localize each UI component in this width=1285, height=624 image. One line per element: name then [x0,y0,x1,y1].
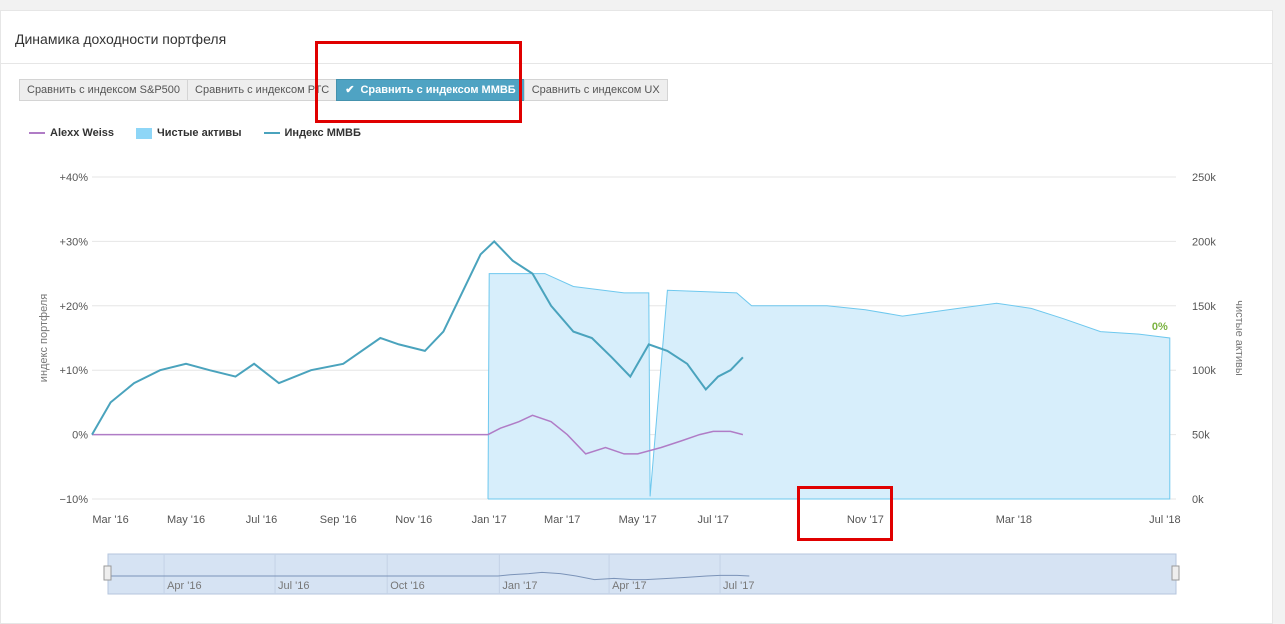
y-left-tick-label: +40% [60,172,89,184]
y-right-tick-label: 50k [1192,430,1210,442]
annotation-box-compare [315,41,522,123]
legend-item-net-assets[interactable]: Чистые активы [136,127,242,139]
chart-legend: Alexx Weiss Чистые активы Индекс ММВБ [29,127,383,139]
annotation-box-jul17 [797,486,893,541]
legend-area-icon [136,127,153,139]
navigator-tick-label: Jul '16 [278,580,309,592]
navigator-left-handle [103,565,112,581]
compare-button-group: Сравнить с индексом S&P500 Сравнить с ин… [19,79,668,101]
panel-divider [1,63,1272,64]
compare-sp500-button[interactable]: Сравнить с индексом S&P500 [19,79,189,101]
y-left-tick-label: +20% [60,301,89,313]
x-tick-label: Mar '16 [92,514,128,526]
navigator-tick-label: Apr '16 [167,580,202,592]
y-right-axis-title: чистые активы [1233,300,1245,376]
y-left-tick-label: +10% [60,365,89,377]
x-tick-label: Mar '18 [996,514,1032,526]
x-tick-label: Nov '16 [395,514,432,526]
compare-mmvb-label: Сравнить с индексом ММВБ [360,84,516,96]
y-right-tick-label: 100k [1192,365,1216,377]
x-tick-label: Nov '17 [847,514,884,526]
navigator-tick-label: Apr '17 [612,580,647,592]
x-tick-label: Mar '17 [544,514,580,526]
legend-line-icon [29,132,45,134]
compare-mmvb-button[interactable]: ✔ Сравнить с индексом ММВБ [336,79,525,101]
y-right-tick-label: 250k [1192,172,1216,184]
panel-title: Динамика доходности портфеля [15,31,227,47]
x-tick-label: Sep '16 [320,514,357,526]
y-left-axis-title: индекс портфеля [38,294,50,382]
legend-label-index: Индекс ММВБ [284,127,361,139]
y-left-tick-label: −10% [60,494,89,506]
y-right-tick-label: 0k [1192,494,1204,506]
x-tick-label: Jul '18 [1149,514,1180,526]
series-net-assets-area [487,273,1171,500]
y-left-tick-label: 0% [72,430,88,442]
navigator-tick-label: Jan '17 [502,580,537,592]
y-left-tick-label: +30% [60,236,89,248]
navigator-right-handle [1171,565,1180,581]
series-index-line [91,239,744,436]
last-value-label: 0% [1152,321,1168,333]
legend-label-net-assets: Чистые активы [157,127,242,139]
navigator-tick-label: Oct '16 [390,580,425,592]
navigator-range [107,553,1177,595]
x-tick-label: Jul '16 [246,514,277,526]
compare-ux-button[interactable]: Сравнить с индексом UX [523,79,668,101]
portfolio-panel: Динамика доходности портфеля Сравнить с … [0,10,1273,624]
navigator-series-line [108,571,750,581]
check-icon: ✔ [345,84,355,96]
legend-label-portfolio: Alexx Weiss [50,127,115,139]
compare-rts-button[interactable]: Сравнить с индексом РТС [187,79,338,101]
series-portfolio-line [92,414,744,455]
x-tick-label: Jul '17 [697,514,728,526]
navigator-tick-label: Jul '17 [723,580,754,592]
x-tick-label: Jan '17 [472,514,507,526]
y-right-tick-label: 200k [1192,236,1216,248]
y-right-tick-label: 150k [1192,301,1216,313]
legend-item-portfolio[interactable]: Alexx Weiss [29,127,114,139]
x-tick-label: May '17 [619,514,657,526]
legend-item-index[interactable]: Индекс ММВБ [263,127,361,139]
legend-line-icon [263,132,280,134]
x-tick-label: May '16 [167,514,205,526]
